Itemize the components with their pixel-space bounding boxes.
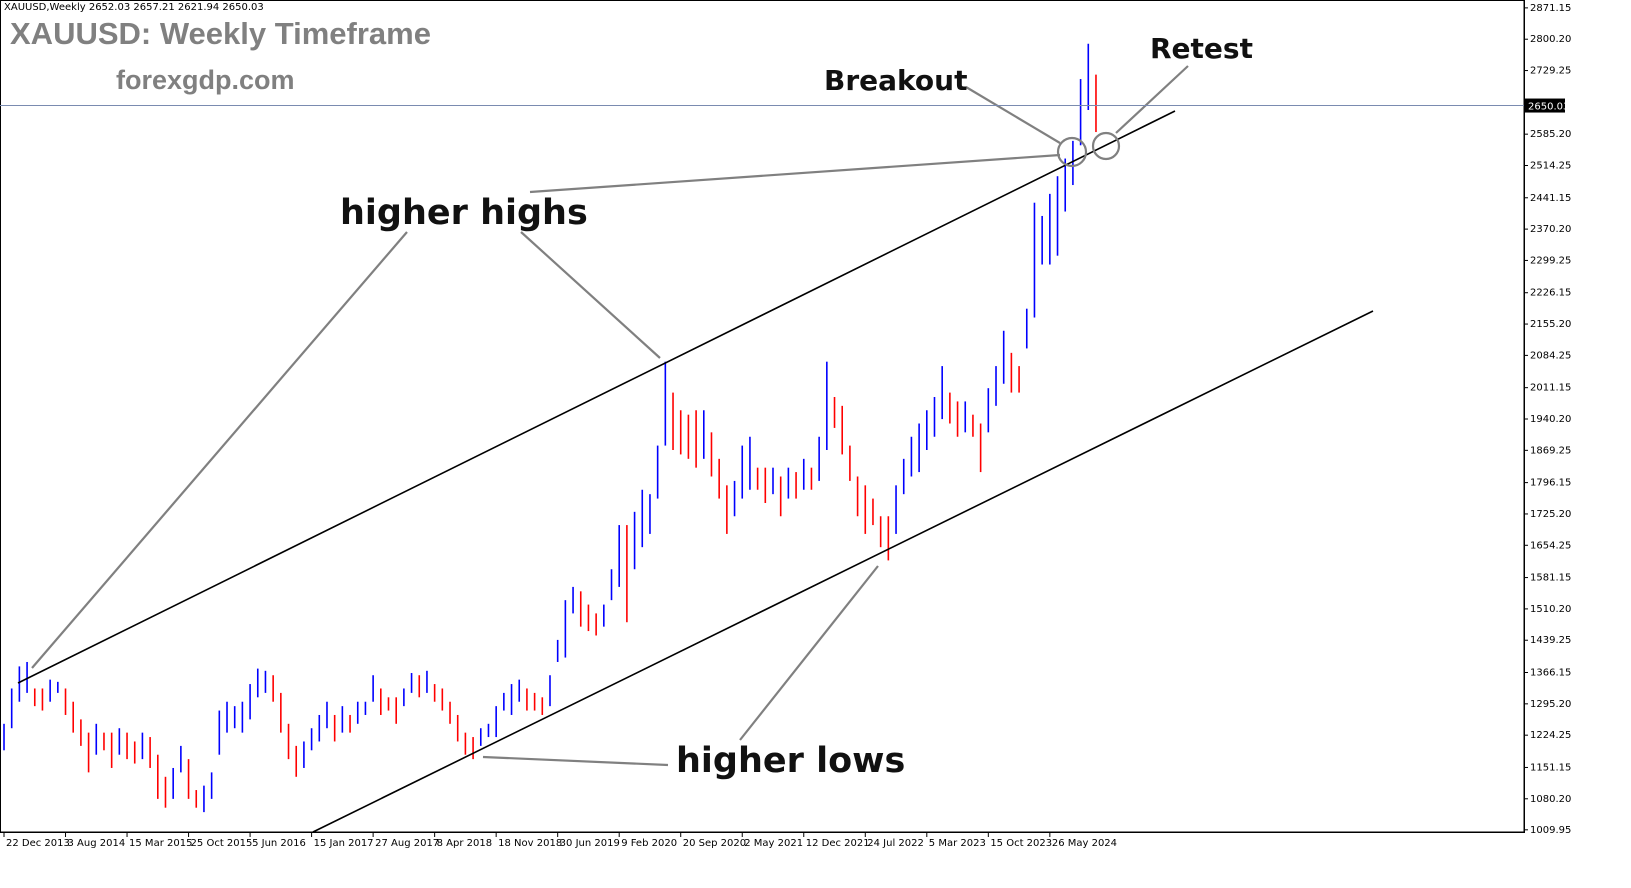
y-tick-label: 2871.15 <box>1530 3 1571 14</box>
x-tick-label: 8 Apr 2018 <box>437 838 492 849</box>
lower-channel-line <box>312 310 1374 833</box>
x-tick-label: 22 Dec 2013 <box>6 838 70 849</box>
y-tick-label: 1581.15 <box>1530 573 1571 584</box>
x-tick-label: 20 Sep 2020 <box>683 838 746 849</box>
y-tick-label: 1439.25 <box>1530 635 1571 646</box>
y-tick-label: 1940.20 <box>1530 414 1571 425</box>
y-tick-label: 2370.20 <box>1530 224 1571 235</box>
y-tick-label: 1796.15 <box>1530 478 1571 489</box>
y-tick-label: 2299.25 <box>1530 255 1571 266</box>
pointers <box>31 65 1189 767</box>
x-tick-label: 15 Oct 2023 <box>990 838 1052 849</box>
y-tick-label: 1510.20 <box>1530 604 1571 615</box>
y-tick-label: 2514.25 <box>1530 160 1571 171</box>
y-tick-label: 1725.20 <box>1530 509 1571 520</box>
x-tick-label: 2 May 2021 <box>744 838 803 849</box>
x-tick-label: 30 Jun 2019 <box>560 838 620 849</box>
x-tick-label: 5 Mar 2023 <box>929 838 986 849</box>
current-price-box <box>1525 98 1565 113</box>
y-tick-label: 2441.15 <box>1530 193 1571 204</box>
annotation: Breakout <box>824 64 967 97</box>
upper-channel-line <box>17 110 1176 684</box>
y-tick-label: 2011.15 <box>1530 383 1571 394</box>
pointer <box>482 755 669 767</box>
x-tick-label: 12 Dec 2021 <box>806 838 870 849</box>
y-tick-label: 2729.25 <box>1530 66 1571 77</box>
y-tick-label: 1224.25 <box>1530 730 1571 741</box>
x-tick-label: 15 Jan 2017 <box>314 838 374 849</box>
x-tick-label: 24 Jul 2022 <box>867 838 924 849</box>
pointer <box>1115 65 1189 134</box>
x-tick-label: 26 May 2024 <box>1052 838 1117 849</box>
y-tick-label: 1151.15 <box>1530 762 1571 773</box>
y-tick-label: 2226.15 <box>1530 288 1571 299</box>
current-price-label: 2650.03 <box>1528 102 1569 113</box>
x-tick-label: 9 Feb 2020 <box>621 838 677 849</box>
annotation: Retest <box>1150 32 1253 65</box>
y-tick-label: 1009.95 <box>1530 825 1571 836</box>
annotation: higher highs <box>340 193 588 233</box>
x-tick-label: 5 Jun 2016 <box>252 838 306 849</box>
breakout-circle <box>1056 136 1088 168</box>
chart-title: XAUUSD: Weekly Timeframe <box>10 16 431 51</box>
y-tick-label: 2084.25 <box>1530 350 1571 361</box>
annotation: higher lows <box>676 741 905 781</box>
y-tick-label: 2585.20 <box>1530 129 1571 140</box>
y-tick-label: 1654.25 <box>1530 540 1571 551</box>
pointer <box>529 153 1061 194</box>
y-tick-label: 2800.20 <box>1530 34 1571 45</box>
y-tick-label: 1366.15 <box>1530 668 1571 679</box>
pointer <box>965 86 1061 144</box>
chart-subtitle: forexgdp.com <box>116 65 295 95</box>
retest-circle <box>1091 131 1121 161</box>
pointer <box>739 565 879 741</box>
x-tick-label: 3 Aug 2014 <box>68 838 126 849</box>
x-tick-label: 18 Nov 2018 <box>498 838 562 849</box>
x-tick-label: 27 Aug 2017 <box>375 838 439 849</box>
y-tick-label: 1080.20 <box>1530 794 1571 805</box>
y-tick-label: 2155.20 <box>1530 319 1571 330</box>
price-bars <box>3 43 1097 813</box>
pointer <box>520 231 661 359</box>
y-tick-label: 1295.20 <box>1530 699 1571 710</box>
pointer <box>31 231 408 669</box>
y-tick-label: 1869.25 <box>1530 445 1571 456</box>
symbol-header: XAUUSD,Weekly 2652.03 2657.21 2621.94 26… <box>4 2 264 13</box>
x-tick-label: 25 Oct 2015 <box>191 838 253 849</box>
x-tick-label: 15 Mar 2015 <box>129 838 192 849</box>
